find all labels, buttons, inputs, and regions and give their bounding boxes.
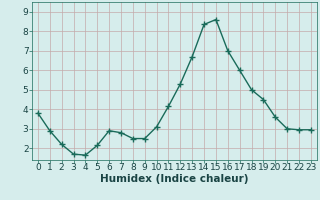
X-axis label: Humidex (Indice chaleur): Humidex (Indice chaleur) [100, 174, 249, 184]
